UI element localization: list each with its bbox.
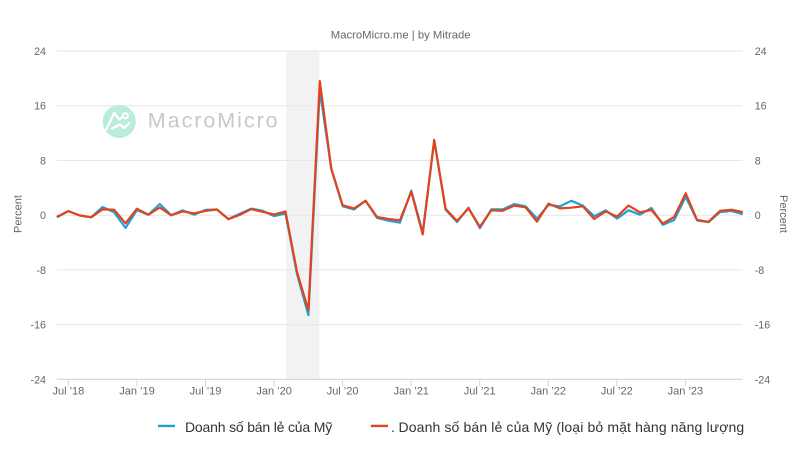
svg-text:8: 8 xyxy=(40,155,46,167)
svg-text:Jan ’21: Jan ’21 xyxy=(393,386,428,398)
svg-text:16: 16 xyxy=(755,101,767,113)
svg-text:Jul ’21: Jul ’21 xyxy=(464,386,496,398)
svg-text:Jul ’18: Jul ’18 xyxy=(53,386,85,398)
svg-text:Percent: Percent xyxy=(13,195,25,233)
svg-text:.: . xyxy=(391,419,395,435)
svg-text:Jul ’20: Jul ’20 xyxy=(327,386,359,398)
svg-text:Jan ’22: Jan ’22 xyxy=(531,386,566,398)
svg-text:Percent: Percent xyxy=(777,195,789,233)
svg-text:0: 0 xyxy=(755,210,761,222)
svg-text:Jan ’20: Jan ’20 xyxy=(256,386,291,398)
svg-text:8: 8 xyxy=(755,155,761,167)
svg-text:Jan ’23: Jan ’23 xyxy=(668,386,703,398)
svg-text:-16: -16 xyxy=(755,320,771,332)
svg-text:-8: -8 xyxy=(36,265,46,277)
svg-text:Doanh số bán lẻ của Mỹ (loại b: Doanh số bán lẻ của Mỹ (loại bỏ mặt hàng… xyxy=(399,419,745,435)
svg-text:-24: -24 xyxy=(31,374,47,386)
svg-text:MacroMicro: MacroMicro xyxy=(148,109,280,133)
svg-text:24: 24 xyxy=(34,46,46,58)
svg-text:-16: -16 xyxy=(31,320,47,332)
svg-text:24: 24 xyxy=(755,46,767,58)
svg-text:16: 16 xyxy=(34,101,46,113)
svg-text:Doanh số bán lẻ của Mỹ: Doanh số bán lẻ của Mỹ xyxy=(185,419,332,435)
svg-text:0: 0 xyxy=(40,210,46,222)
svg-text:MacroMicro.me | by Mitrade: MacroMicro.me | by Mitrade xyxy=(331,30,471,42)
svg-text:-24: -24 xyxy=(755,374,771,386)
svg-text:Jul ’19: Jul ’19 xyxy=(190,386,222,398)
svg-text:Jul ’22: Jul ’22 xyxy=(601,386,633,398)
svg-text:-8: -8 xyxy=(755,265,765,277)
svg-text:Jan ’19: Jan ’19 xyxy=(119,386,154,398)
